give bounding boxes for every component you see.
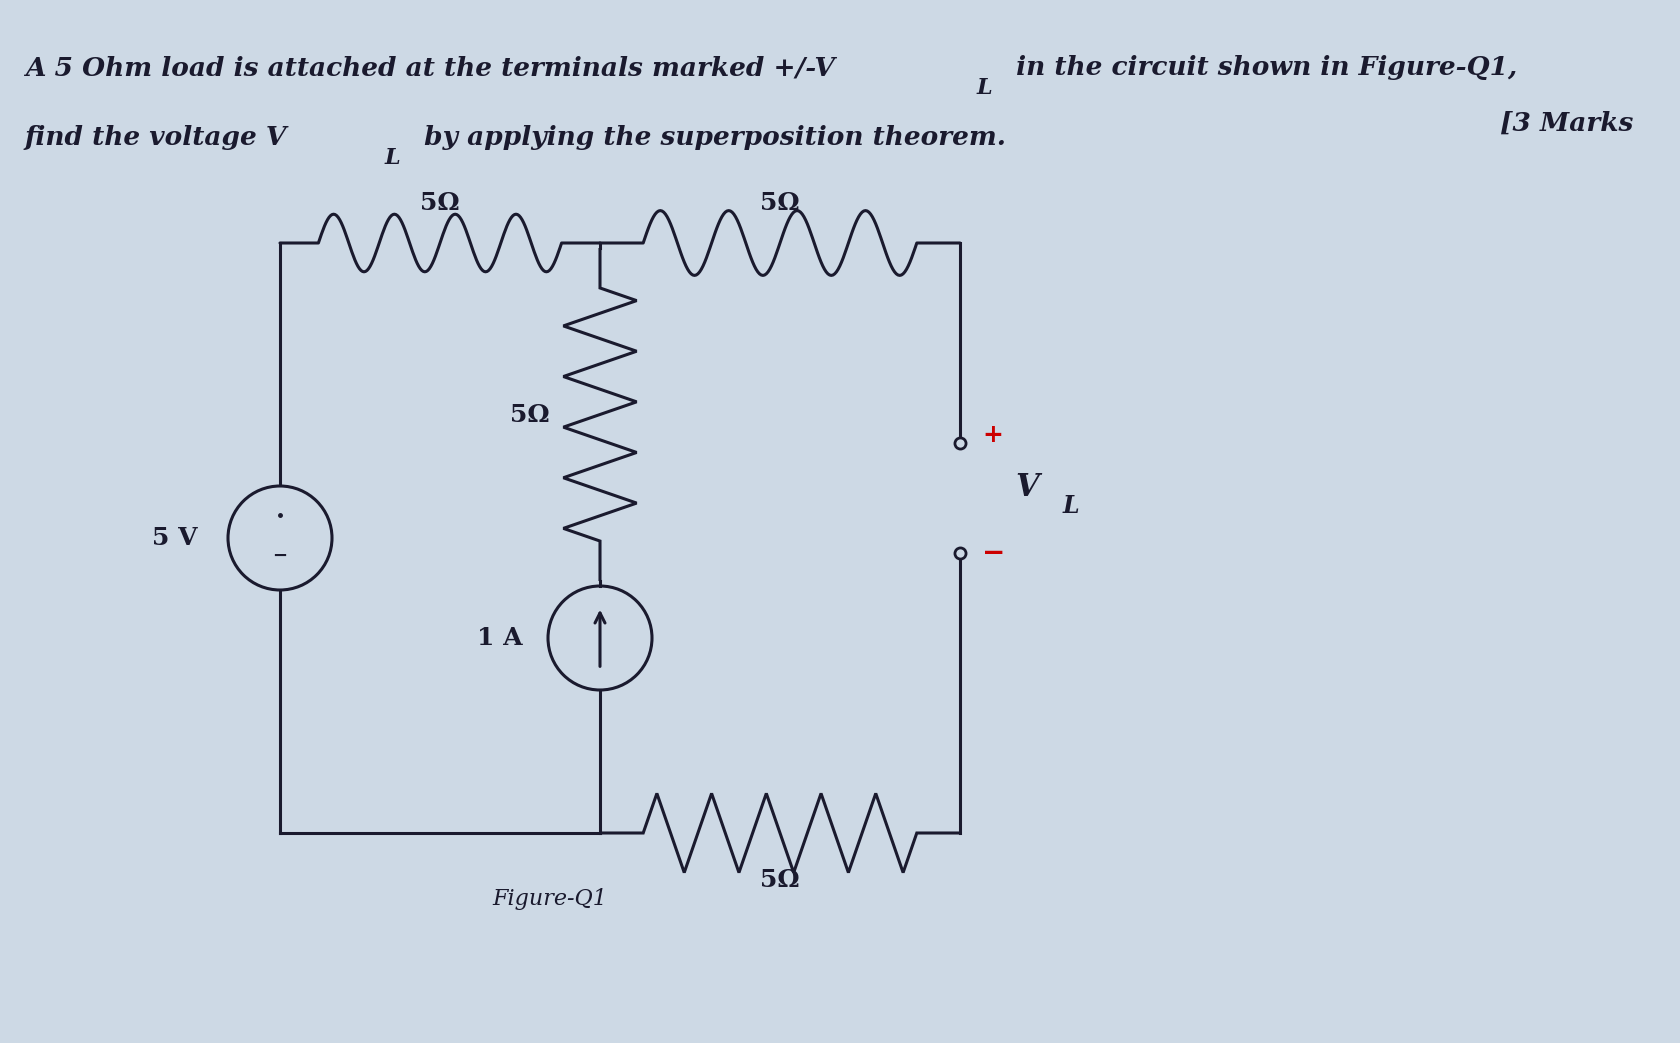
Text: A 5 Ohm load is attached at the terminals marked +/-V: A 5 Ohm load is attached at the terminal… xyxy=(25,55,835,80)
Text: by applying the superposition theorem.: by applying the superposition theorem. xyxy=(415,125,1006,150)
Text: −: − xyxy=(983,539,1005,567)
Text: 5Ω: 5Ω xyxy=(759,191,800,215)
Text: [3 Marks: [3 Marks xyxy=(1500,111,1633,136)
Text: +: + xyxy=(983,423,1003,447)
Text: 5Ω: 5Ω xyxy=(420,191,460,215)
Text: 5Ω: 5Ω xyxy=(759,868,800,892)
Text: find the voltage V: find the voltage V xyxy=(25,125,287,150)
Text: −: − xyxy=(272,548,287,565)
Text: Figure-Q1: Figure-Q1 xyxy=(492,888,608,909)
Text: L: L xyxy=(978,77,993,99)
Text: in the circuit shown in Figure-Q1,: in the circuit shown in Figure-Q1, xyxy=(1006,55,1517,80)
Text: 1 A: 1 A xyxy=(477,626,522,650)
Text: 5Ω: 5Ω xyxy=(511,403,549,427)
Text: L: L xyxy=(385,147,400,169)
Text: L: L xyxy=(1063,494,1080,518)
Text: V: V xyxy=(1015,472,1038,504)
Text: 5 V: 5 V xyxy=(153,526,198,550)
